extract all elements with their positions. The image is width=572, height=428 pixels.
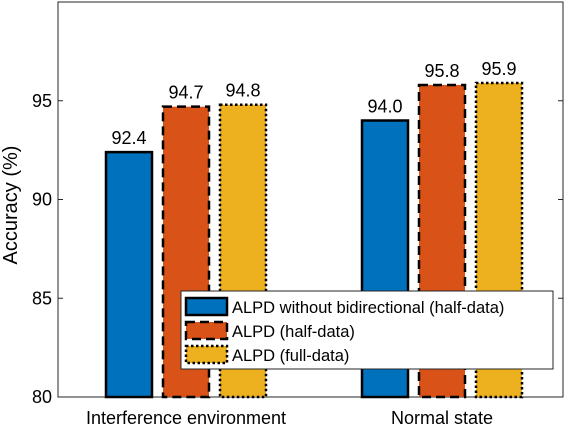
y-tick-label: 85	[32, 288, 52, 308]
legend-swatch	[184, 320, 229, 341]
data-label: 94.0	[367, 97, 402, 117]
x-tick-label: Interference environment	[86, 408, 286, 428]
y-tick-label: 90	[32, 190, 52, 210]
legend: ALPD without bidirectional (half-data) AL…	[180, 290, 554, 370]
data-label: 95.9	[481, 59, 516, 79]
y-axis-label: Accuracy (%)	[0, 146, 22, 265]
bar	[104, 150, 154, 399]
value-labels: 92.4 94.7 94.8 94.0 95.8 95.9	[111, 59, 516, 148]
x-tick-label: Normal state	[391, 408, 493, 428]
data-label: 94.8	[225, 81, 260, 101]
legend-swatch	[184, 344, 229, 365]
data-label: 92.4	[111, 128, 146, 148]
data-label: 95.8	[424, 61, 459, 81]
y-tick-label: 95	[32, 91, 52, 111]
y-tick-label: 80	[32, 387, 52, 407]
bars	[104, 81, 524, 399]
legend-label: ALPD without bidirectional (half-data)	[232, 299, 504, 317]
axes: 80 85 90 95 Interference environment Normal s…	[32, 1, 564, 428]
legend-box	[180, 290, 554, 370]
data-label: 94.7	[168, 83, 203, 103]
legend-label: ALPD (full-data)	[232, 347, 349, 365]
legend-swatch	[184, 296, 229, 317]
legend-label: ALPD (half-data)	[232, 323, 355, 341]
